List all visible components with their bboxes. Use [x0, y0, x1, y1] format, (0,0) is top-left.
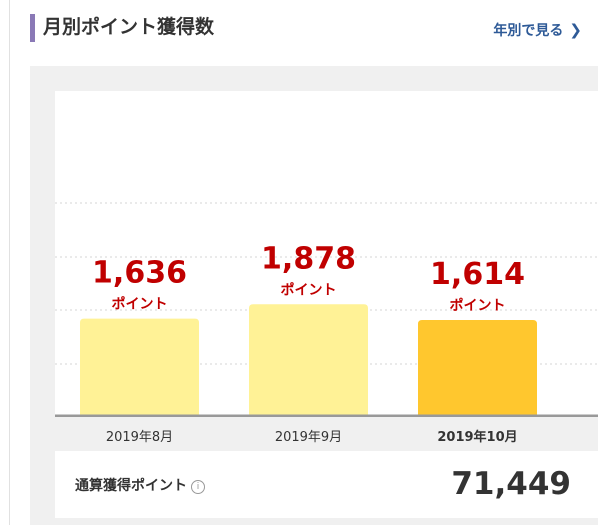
category-label-1: 2019年9月: [275, 430, 342, 445]
unit-label-0: ポイント: [112, 296, 168, 313]
bar-1[interactable]: [249, 304, 368, 416]
unit-label-2: ポイント: [450, 297, 506, 314]
value-label-2: 1,614: [430, 257, 525, 292]
chart-card: ポイント 1,636 ポイント 1,878 ポイント 1,614: [55, 91, 598, 417]
left-divider: [9, 0, 10, 525]
total-points-card: 通算獲得ポイント i 71,449: [55, 451, 598, 518]
yearly-view-label[interactable]: 年別で見る: [493, 23, 564, 39]
unit-label-1: ポイント: [281, 281, 337, 298]
monthly-points-panel: ポイント 1,636 ポイント 1,878 ポイント 1,614 通算獲得ポイント i 71…: [30, 66, 598, 525]
value-label-0: 1,636: [92, 256, 187, 291]
bar-2[interactable]: [418, 319, 537, 416]
value-label-1: 1,878: [261, 241, 356, 276]
bar-0[interactable]: [80, 318, 199, 416]
page-title: 月別ポイント獲得数: [43, 16, 215, 38]
category-label-0: 2019年8月: [106, 430, 173, 445]
yearly-view-link[interactable]: 年別で見る ❯: [493, 20, 582, 41]
monthly-points-chart: ポイント 1,636 ポイント 1,878 ポイント 1,614: [55, 202, 598, 417]
category-label-2: 2019年10月: [437, 429, 517, 445]
chevron-right-icon[interactable]: ❯: [569, 21, 582, 39]
section-header: 月別ポイント獲得数 年別で見る ❯: [30, 12, 598, 44]
total-points-label: 通算獲得ポイント: [75, 478, 187, 494]
title-accent-bar: [30, 14, 35, 42]
total-points-value: 71,449: [451, 466, 571, 502]
total-points-label-row: 通算獲得ポイント i: [75, 476, 205, 496]
info-icon[interactable]: i: [191, 480, 205, 494]
category-labels: 2019年8月 2019年9月 2019年10月: [106, 429, 518, 445]
